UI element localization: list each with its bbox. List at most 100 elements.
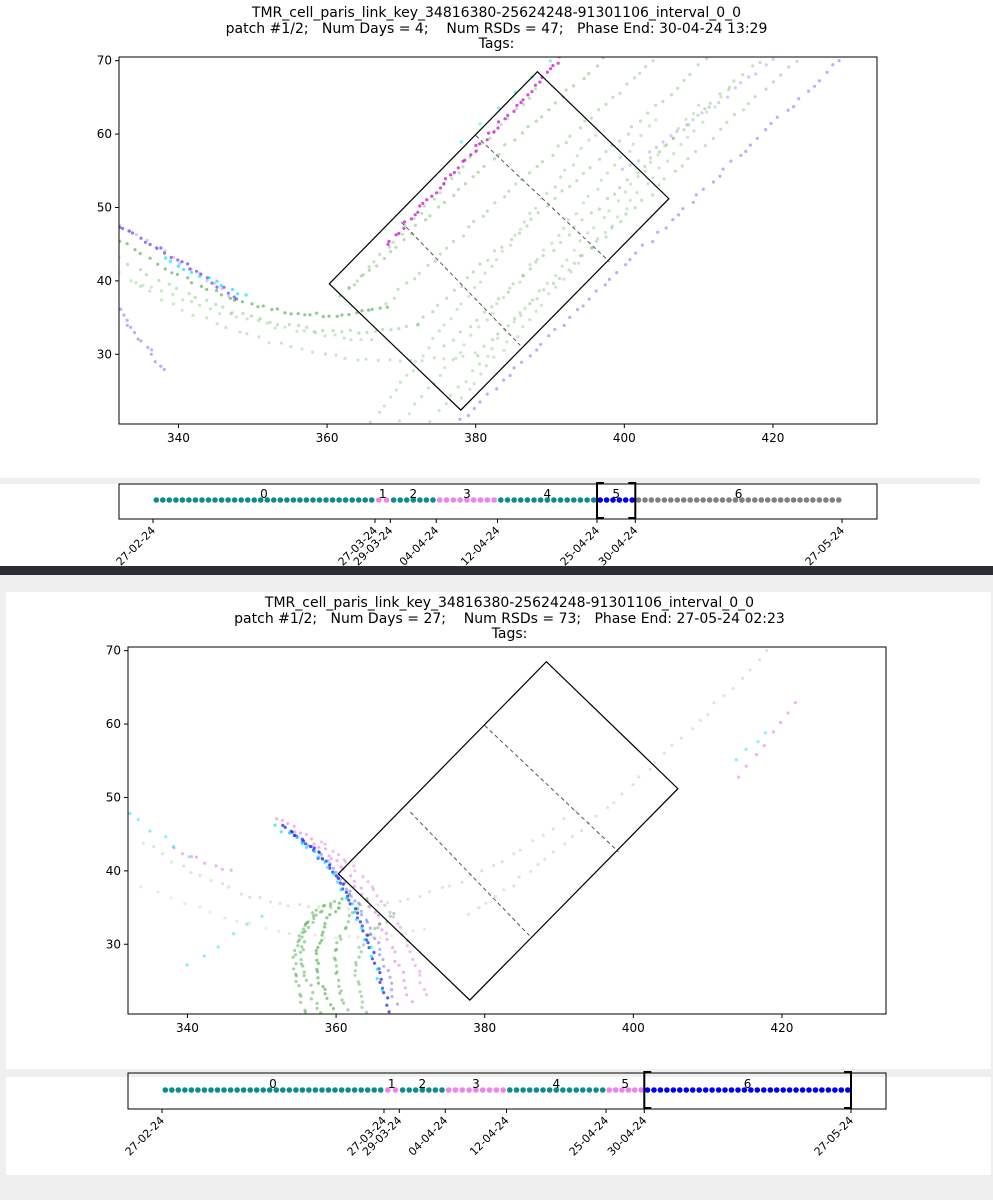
data-point: [169, 896, 173, 900]
data-point: [471, 175, 475, 179]
data-point: [133, 248, 137, 252]
data-point: [125, 323, 129, 327]
timeline-dot: [286, 1087, 293, 1093]
data-point: [568, 315, 572, 319]
data-point: [553, 327, 557, 331]
data-point: [368, 905, 372, 909]
timeline-dot: [735, 1087, 741, 1093]
data-point: [189, 871, 193, 875]
timeline-dot: [810, 497, 816, 503]
data-point: [149, 285, 153, 289]
data-point: [189, 267, 193, 271]
data-point: [722, 694, 726, 698]
data-point: [392, 296, 396, 300]
x-tick-label: 360: [316, 431, 339, 445]
data-point: [325, 865, 329, 869]
data-point: [725, 120, 729, 124]
data-point: [357, 982, 361, 987]
data-point: [418, 969, 422, 974]
data-point: [764, 649, 769, 653]
timeline-dot: [780, 1087, 786, 1093]
data-point: [705, 57, 709, 61]
x-tick-label: 420: [762, 431, 785, 445]
data-point: [496, 126, 500, 130]
data-point: [281, 823, 285, 828]
data-point: [298, 903, 302, 907]
data-point: [604, 235, 608, 239]
data-point: [550, 241, 554, 245]
data-point: [303, 929, 307, 934]
data-point: [551, 64, 555, 68]
data-point: [491, 338, 495, 342]
chart-1-region-divider-1: [475, 135, 610, 263]
data-point: [328, 866, 332, 870]
data-point: [339, 937, 343, 941]
timeline-dot: [231, 497, 238, 503]
timeline-dot: [728, 1087, 735, 1093]
data-point: [387, 1010, 391, 1014]
data-point: [496, 336, 500, 340]
data-point: [625, 178, 629, 182]
data-point: [367, 268, 371, 272]
data-point: [119, 307, 123, 311]
timeline-dot: [713, 497, 719, 503]
data-point: [296, 940, 300, 944]
timeline-dot: [329, 497, 336, 503]
data-point: [297, 938, 302, 942]
data-point: [691, 118, 695, 122]
timeline-dot: [593, 1087, 599, 1093]
data-point: [323, 903, 327, 908]
data-point: [370, 885, 375, 889]
data-point: [651, 59, 655, 63]
data-point: [347, 914, 351, 918]
data-point: [669, 93, 674, 97]
chart-1-series-3: [164, 59, 552, 297]
data-point: [303, 923, 307, 928]
data-point: [421, 354, 425, 358]
data-point: [338, 877, 342, 882]
data-point: [303, 1008, 307, 1012]
data-point: [214, 302, 218, 307]
data-point: [502, 888, 506, 892]
data-point: [323, 925, 327, 929]
date-tick-label: 27-05-24: [803, 524, 848, 569]
data-point: [465, 276, 469, 280]
data-point: [487, 131, 491, 135]
data-point: [144, 273, 148, 277]
timeline-dot: [466, 1087, 472, 1093]
data-point: [309, 845, 313, 849]
timeline-dot: [186, 497, 192, 503]
data-point: [475, 318, 479, 322]
data-point: [563, 168, 567, 172]
data-point: [652, 760, 657, 765]
timeline-dot: [670, 1087, 677, 1093]
data-point: [757, 658, 762, 662]
date-tick-label: 04-04-24: [397, 524, 442, 569]
data-point: [343, 356, 347, 361]
data-point: [500, 249, 504, 253]
data-point: [190, 299, 194, 304]
data-point: [388, 245, 392, 249]
data-point: [492, 157, 496, 161]
data-point: [308, 313, 312, 317]
data-point: [328, 862, 332, 866]
data-point: [386, 996, 390, 1000]
data-point: [373, 936, 377, 941]
timeline-1-segment-label: 4: [543, 487, 551, 501]
timeline-dot: [584, 497, 590, 503]
timeline-2-segment-label: 2: [418, 1077, 426, 1091]
chart-2-title-line-1: TMR_cell_paris_link_key_34816380-2562424…: [264, 595, 755, 611]
data-point: [771, 57, 775, 61]
data-point: [508, 373, 512, 378]
data-point: [521, 325, 525, 329]
data-point: [402, 220, 407, 224]
timeline-dot: [553, 1087, 560, 1093]
data-point: [288, 831, 292, 835]
timeline-dot: [303, 497, 310, 503]
data-point: [348, 328, 352, 332]
data-point: [334, 353, 338, 357]
data-point: [515, 103, 519, 107]
data-point: [119, 239, 122, 243]
data-point: [572, 248, 576, 252]
data-point: [198, 271, 202, 275]
